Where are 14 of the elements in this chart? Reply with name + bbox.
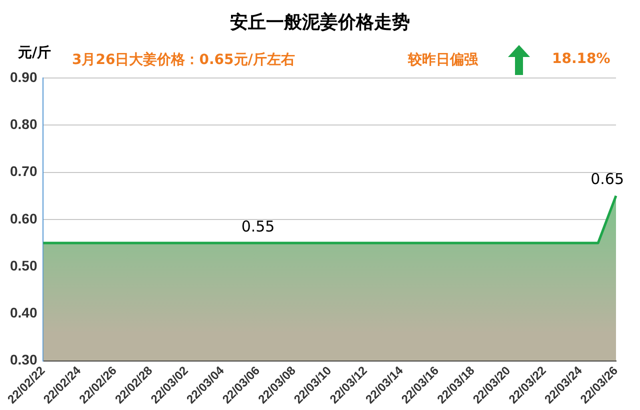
y-tick-label: 0.40 (10, 304, 38, 321)
data-label: 0.55 (241, 217, 275, 236)
y-axis-title: 元/斤 (18, 44, 52, 62)
y-tick-label: 0.70 (10, 163, 38, 180)
text: 较昨日偏强 (408, 51, 478, 69)
y-tick-label: 0.50 (10, 257, 38, 274)
data-label: 0.65 (590, 170, 624, 188)
text: 3月26日大姜价格：0.65元/斤左右 (72, 51, 295, 69)
y-tick-label: 0.90 (10, 68, 38, 85)
text: 18.18% (552, 51, 610, 67)
chart-title: 安丘一般泥姜价格走势 (229, 11, 411, 34)
y-tick-label: 0.30 (10, 352, 38, 368)
y-tick-label: 0.80 (10, 116, 38, 132)
y-tick-label: 0.60 (10, 210, 38, 226)
